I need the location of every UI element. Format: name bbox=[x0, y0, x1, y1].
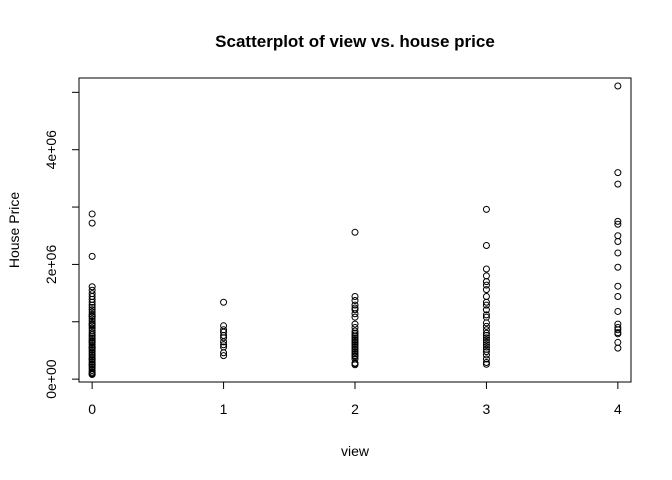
x-tick-label: 3 bbox=[483, 401, 491, 417]
data-point bbox=[482, 334, 490, 342]
data-point bbox=[482, 341, 490, 349]
y-tick-label: 2e+06 bbox=[43, 245, 59, 285]
data-point bbox=[482, 311, 490, 319]
data-point bbox=[482, 360, 490, 368]
data-point bbox=[88, 344, 96, 352]
data-point bbox=[614, 232, 622, 240]
data-point bbox=[482, 286, 490, 294]
data-point bbox=[614, 263, 622, 271]
x-tick-label: 1 bbox=[220, 401, 228, 417]
data-point bbox=[351, 297, 359, 305]
data-point bbox=[614, 338, 622, 346]
data-point bbox=[614, 217, 622, 225]
data-point bbox=[482, 329, 490, 337]
data-point bbox=[88, 219, 96, 227]
data-point bbox=[614, 82, 622, 90]
data-point bbox=[351, 306, 359, 314]
y-tick-label: 0e+00 bbox=[43, 359, 59, 399]
data-point bbox=[351, 320, 359, 328]
data-point bbox=[220, 341, 228, 349]
data-point bbox=[482, 319, 490, 327]
data-point bbox=[614, 282, 622, 290]
data-point bbox=[482, 355, 490, 363]
data-point bbox=[482, 278, 490, 286]
data-point bbox=[351, 293, 359, 301]
data-point bbox=[482, 348, 490, 356]
data-point bbox=[88, 371, 96, 379]
data-point bbox=[482, 272, 490, 280]
data-point bbox=[482, 293, 490, 301]
data-point bbox=[614, 237, 622, 245]
y-tick-label: 4e+06 bbox=[43, 130, 59, 170]
data-point bbox=[482, 336, 490, 344]
data-point bbox=[88, 361, 96, 369]
data-point bbox=[88, 283, 96, 291]
x-tick-label: 0 bbox=[88, 401, 96, 417]
data-point bbox=[614, 180, 622, 188]
data-point bbox=[88, 317, 96, 325]
data-point bbox=[351, 310, 359, 318]
data-point bbox=[88, 252, 96, 260]
data-point bbox=[88, 308, 96, 316]
data-point bbox=[88, 312, 96, 320]
data-point bbox=[88, 321, 96, 329]
data-point bbox=[614, 344, 622, 352]
data-point bbox=[482, 241, 490, 249]
data-point bbox=[614, 293, 622, 301]
data-point bbox=[88, 298, 96, 306]
data-point bbox=[614, 220, 622, 228]
chart-title: Scatterplot of view vs. house price bbox=[215, 32, 495, 51]
x-axis-label: view bbox=[341, 443, 370, 459]
data-point bbox=[220, 352, 228, 360]
data-point bbox=[614, 169, 622, 177]
data-point bbox=[614, 330, 622, 338]
data-point bbox=[482, 338, 490, 346]
data-point bbox=[482, 332, 490, 340]
data-point bbox=[351, 361, 359, 369]
data-point bbox=[482, 343, 490, 351]
data-point bbox=[482, 322, 490, 330]
data-point bbox=[351, 301, 359, 309]
data-point bbox=[614, 249, 622, 257]
data-point bbox=[220, 349, 228, 357]
data-point bbox=[482, 205, 490, 213]
data-point bbox=[220, 298, 228, 306]
data-points bbox=[88, 82, 622, 379]
x-tick-label: 2 bbox=[351, 401, 359, 417]
data-point bbox=[614, 326, 622, 334]
data-point bbox=[482, 351, 490, 359]
data-point bbox=[88, 301, 96, 309]
data-point bbox=[614, 307, 622, 315]
y-axis-label: House Price bbox=[6, 192, 22, 268]
data-point bbox=[351, 228, 359, 236]
data-point bbox=[220, 338, 228, 346]
data-point bbox=[482, 298, 490, 306]
x-axis: 0 1 2 3 4 bbox=[88, 381, 622, 417]
data-point bbox=[482, 301, 490, 309]
data-point bbox=[351, 340, 359, 348]
data-point bbox=[482, 281, 490, 289]
data-point bbox=[351, 313, 359, 321]
x-tick-label: 4 bbox=[614, 401, 622, 417]
y-axis: 0e+00 2e+06 4e+06 bbox=[43, 91, 80, 399]
data-point bbox=[88, 210, 96, 218]
data-point bbox=[88, 303, 96, 311]
data-point bbox=[482, 265, 490, 273]
data-point bbox=[482, 306, 490, 314]
data-point bbox=[220, 334, 228, 342]
